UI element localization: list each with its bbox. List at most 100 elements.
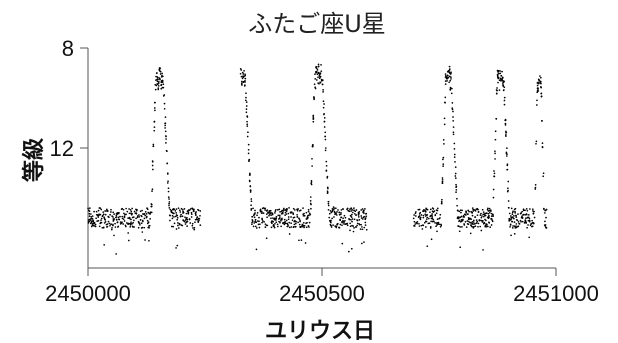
data-point bbox=[531, 219, 533, 222]
data-point bbox=[308, 221, 311, 224]
data-point bbox=[326, 186, 329, 189]
data-point bbox=[148, 226, 150, 229]
data-point bbox=[359, 228, 362, 230]
data-point bbox=[315, 70, 318, 73]
data-point bbox=[285, 213, 288, 215]
data-point bbox=[244, 77, 247, 80]
data-point bbox=[351, 213, 353, 216]
data-point bbox=[324, 138, 327, 141]
data-point bbox=[457, 225, 460, 228]
data-point bbox=[132, 216, 135, 218]
data-point bbox=[480, 219, 483, 222]
data-point bbox=[360, 215, 363, 217]
data-point bbox=[364, 217, 367, 219]
data-point bbox=[492, 215, 494, 218]
data-point bbox=[166, 182, 169, 184]
data-point bbox=[189, 208, 192, 210]
data-point bbox=[160, 83, 163, 86]
data-point bbox=[196, 216, 199, 218]
data-point bbox=[150, 203, 153, 205]
data-point bbox=[429, 208, 432, 211]
data-point bbox=[276, 209, 279, 211]
data-point bbox=[250, 208, 253, 210]
data-point bbox=[284, 211, 287, 214]
data-point bbox=[151, 160, 154, 163]
data-point bbox=[349, 225, 352, 228]
data-point bbox=[241, 77, 244, 80]
data-point bbox=[122, 208, 125, 211]
data-point bbox=[513, 225, 516, 227]
data-point bbox=[458, 216, 461, 219]
data-point bbox=[112, 216, 114, 218]
data-point bbox=[323, 126, 326, 128]
data-point bbox=[151, 188, 154, 191]
data-point bbox=[454, 177, 457, 179]
data-point bbox=[444, 101, 446, 104]
data-point bbox=[131, 212, 133, 215]
data-point bbox=[253, 222, 256, 224]
data-point bbox=[278, 208, 281, 211]
data-point bbox=[352, 230, 355, 233]
data-point bbox=[474, 209, 477, 212]
data-point bbox=[338, 226, 341, 229]
data-point bbox=[138, 216, 141, 218]
data-point bbox=[361, 242, 363, 245]
data-point bbox=[179, 211, 182, 213]
data-point bbox=[426, 214, 429, 216]
data-point bbox=[511, 220, 513, 223]
data-point bbox=[450, 78, 452, 80]
data-point bbox=[508, 219, 510, 222]
data-point bbox=[427, 222, 430, 225]
data-point bbox=[361, 218, 364, 220]
data-point bbox=[490, 210, 492, 212]
data-point bbox=[459, 226, 462, 228]
data-point bbox=[319, 81, 322, 84]
data-point bbox=[144, 211, 147, 213]
data-point bbox=[466, 220, 469, 222]
data-point bbox=[532, 222, 535, 225]
data-point bbox=[193, 226, 196, 229]
data-point bbox=[423, 221, 426, 224]
data-point bbox=[145, 215, 148, 218]
data-point bbox=[313, 83, 316, 86]
data-point bbox=[317, 65, 320, 68]
data-point bbox=[298, 223, 301, 226]
data-point bbox=[243, 69, 245, 72]
data-point bbox=[422, 216, 425, 219]
data-point bbox=[455, 188, 458, 191]
data-point bbox=[542, 172, 545, 175]
data-point bbox=[154, 101, 156, 104]
data-point bbox=[195, 211, 197, 213]
data-point bbox=[361, 208, 364, 210]
data-point bbox=[490, 217, 493, 220]
data-point bbox=[451, 108, 454, 111]
data-point bbox=[92, 224, 95, 227]
data-point bbox=[346, 207, 349, 210]
data-point bbox=[503, 99, 506, 102]
data-point bbox=[251, 215, 254, 218]
data-point bbox=[183, 208, 186, 210]
data-point bbox=[117, 225, 120, 228]
data-point bbox=[170, 209, 173, 212]
data-point bbox=[416, 220, 419, 223]
data-point bbox=[506, 168, 508, 171]
data-point bbox=[510, 216, 512, 219]
data-point bbox=[426, 216, 429, 219]
data-point bbox=[303, 226, 305, 229]
data-point bbox=[435, 212, 438, 215]
data-point bbox=[101, 215, 104, 218]
data-point bbox=[510, 234, 512, 237]
data-point bbox=[541, 146, 544, 149]
data-point bbox=[143, 226, 146, 229]
data-point bbox=[439, 225, 442, 228]
data-point bbox=[516, 219, 519, 222]
data-point bbox=[108, 216, 110, 219]
data-point bbox=[171, 217, 174, 220]
data-point bbox=[535, 142, 537, 145]
data-point bbox=[88, 220, 91, 223]
data-point bbox=[95, 210, 98, 213]
data-point bbox=[431, 217, 434, 220]
data-point bbox=[503, 96, 506, 99]
data-point bbox=[488, 214, 490, 217]
data-point bbox=[131, 223, 133, 225]
